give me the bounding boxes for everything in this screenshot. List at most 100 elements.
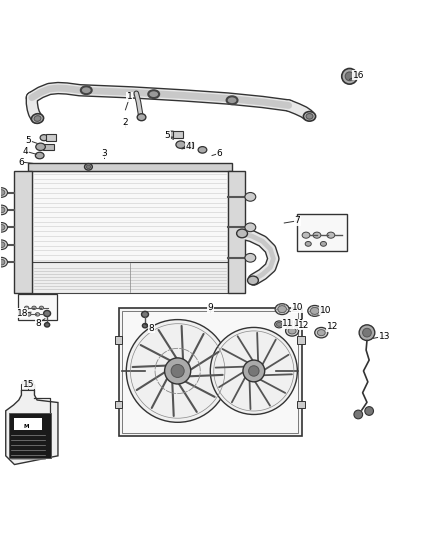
Circle shape xyxy=(165,358,191,384)
Text: 16: 16 xyxy=(353,70,364,79)
Bar xyxy=(43,144,53,150)
Bar xyxy=(115,401,122,408)
Ellipse shape xyxy=(247,276,258,285)
Ellipse shape xyxy=(198,147,207,153)
Ellipse shape xyxy=(81,86,92,94)
Ellipse shape xyxy=(0,223,7,232)
Ellipse shape xyxy=(318,329,325,336)
Ellipse shape xyxy=(0,207,5,213)
Ellipse shape xyxy=(0,260,5,265)
Text: 13: 13 xyxy=(378,332,390,341)
Circle shape xyxy=(171,365,184,377)
Ellipse shape xyxy=(40,135,48,141)
Ellipse shape xyxy=(141,311,148,318)
Text: 8: 8 xyxy=(35,319,41,328)
Bar xyxy=(46,134,56,141)
Ellipse shape xyxy=(85,164,92,170)
Ellipse shape xyxy=(0,224,5,230)
Bar xyxy=(21,384,35,390)
Ellipse shape xyxy=(176,141,185,148)
Ellipse shape xyxy=(278,305,286,313)
Text: 12: 12 xyxy=(326,322,338,331)
Ellipse shape xyxy=(288,328,296,334)
Bar xyxy=(119,308,302,436)
Ellipse shape xyxy=(275,321,283,328)
Ellipse shape xyxy=(0,205,7,215)
Ellipse shape xyxy=(0,257,7,267)
Text: 6: 6 xyxy=(18,158,24,166)
Text: 4: 4 xyxy=(22,147,28,156)
Ellipse shape xyxy=(315,327,328,338)
Ellipse shape xyxy=(305,241,311,246)
Text: MOPAR: MOPAR xyxy=(20,423,35,427)
Text: M: M xyxy=(24,424,29,429)
Bar xyxy=(183,142,193,148)
Circle shape xyxy=(365,407,374,415)
Circle shape xyxy=(345,72,354,80)
Ellipse shape xyxy=(86,165,91,168)
Circle shape xyxy=(243,360,265,382)
Ellipse shape xyxy=(302,232,310,238)
Polygon shape xyxy=(6,390,58,465)
Circle shape xyxy=(363,328,371,337)
Ellipse shape xyxy=(35,152,44,159)
Ellipse shape xyxy=(0,188,7,197)
Text: 11: 11 xyxy=(282,319,293,328)
Bar xyxy=(115,336,122,344)
Ellipse shape xyxy=(44,310,50,317)
Ellipse shape xyxy=(226,96,237,104)
Text: 8: 8 xyxy=(148,324,155,333)
Ellipse shape xyxy=(27,313,31,316)
Bar xyxy=(14,418,42,430)
Ellipse shape xyxy=(168,131,176,137)
Ellipse shape xyxy=(137,114,146,120)
Bar xyxy=(173,131,183,138)
Bar xyxy=(9,413,50,458)
Text: 7: 7 xyxy=(294,216,300,225)
Ellipse shape xyxy=(287,321,296,328)
Circle shape xyxy=(126,320,229,422)
Ellipse shape xyxy=(321,241,326,246)
Ellipse shape xyxy=(39,306,44,310)
Bar xyxy=(228,171,245,293)
Ellipse shape xyxy=(34,116,41,122)
Ellipse shape xyxy=(148,90,159,98)
Text: 10: 10 xyxy=(292,303,303,312)
Ellipse shape xyxy=(245,254,256,262)
Bar xyxy=(28,163,232,171)
Ellipse shape xyxy=(276,322,282,326)
Ellipse shape xyxy=(245,192,256,201)
Ellipse shape xyxy=(308,305,322,316)
Text: 11: 11 xyxy=(294,319,305,328)
Circle shape xyxy=(249,366,259,376)
Bar xyxy=(32,171,228,262)
Text: 9: 9 xyxy=(208,303,213,312)
Text: 18: 18 xyxy=(17,309,28,318)
Ellipse shape xyxy=(142,324,148,328)
Ellipse shape xyxy=(306,114,313,119)
Circle shape xyxy=(210,327,297,415)
Text: 10: 10 xyxy=(320,305,332,314)
Ellipse shape xyxy=(35,313,40,316)
Ellipse shape xyxy=(25,306,29,310)
Bar xyxy=(122,311,298,433)
Ellipse shape xyxy=(289,322,294,326)
Bar xyxy=(297,401,305,408)
Ellipse shape xyxy=(275,304,289,314)
Bar xyxy=(297,336,305,344)
Circle shape xyxy=(359,325,375,341)
Ellipse shape xyxy=(45,322,49,327)
Ellipse shape xyxy=(36,143,46,150)
Bar xyxy=(297,214,347,251)
Text: 6: 6 xyxy=(216,149,222,158)
Ellipse shape xyxy=(237,229,247,238)
Ellipse shape xyxy=(0,242,5,247)
Circle shape xyxy=(342,68,357,84)
Text: 12: 12 xyxy=(298,321,310,330)
Bar xyxy=(18,294,57,320)
Text: 5: 5 xyxy=(165,132,170,140)
Bar xyxy=(22,381,33,384)
Ellipse shape xyxy=(304,111,316,121)
Ellipse shape xyxy=(311,308,319,314)
Ellipse shape xyxy=(0,190,5,195)
